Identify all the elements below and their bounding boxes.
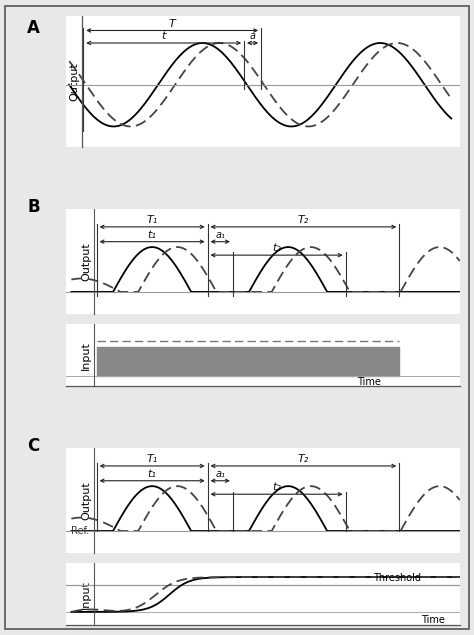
- Text: Time: Time: [421, 615, 445, 625]
- Y-axis label: Output: Output: [82, 243, 91, 281]
- Y-axis label: Output: Output: [69, 62, 79, 101]
- Text: a: a: [250, 31, 255, 41]
- Text: Ref.: Ref.: [71, 526, 89, 536]
- Text: Threshold: Threshold: [373, 573, 421, 584]
- Y-axis label: Input: Input: [82, 341, 91, 370]
- Text: T₂: T₂: [298, 215, 309, 225]
- Text: A: A: [27, 18, 40, 36]
- Text: T₁: T₁: [146, 454, 158, 464]
- Text: T: T: [169, 19, 175, 29]
- Text: Time: Time: [356, 377, 381, 387]
- Text: t: t: [162, 31, 166, 41]
- Text: B: B: [27, 198, 40, 217]
- Text: T₂: T₂: [298, 454, 309, 464]
- Text: t₁: t₁: [148, 230, 156, 240]
- Text: a₁: a₁: [215, 469, 225, 479]
- Y-axis label: Input: Input: [82, 580, 91, 609]
- Y-axis label: Output: Output: [82, 481, 91, 520]
- Text: T₁: T₁: [146, 215, 158, 225]
- Text: t₂: t₂: [272, 243, 281, 253]
- Text: a₁: a₁: [215, 230, 225, 240]
- Text: t₂: t₂: [272, 483, 281, 492]
- Text: C: C: [27, 438, 39, 455]
- Text: t₁: t₁: [148, 469, 156, 479]
